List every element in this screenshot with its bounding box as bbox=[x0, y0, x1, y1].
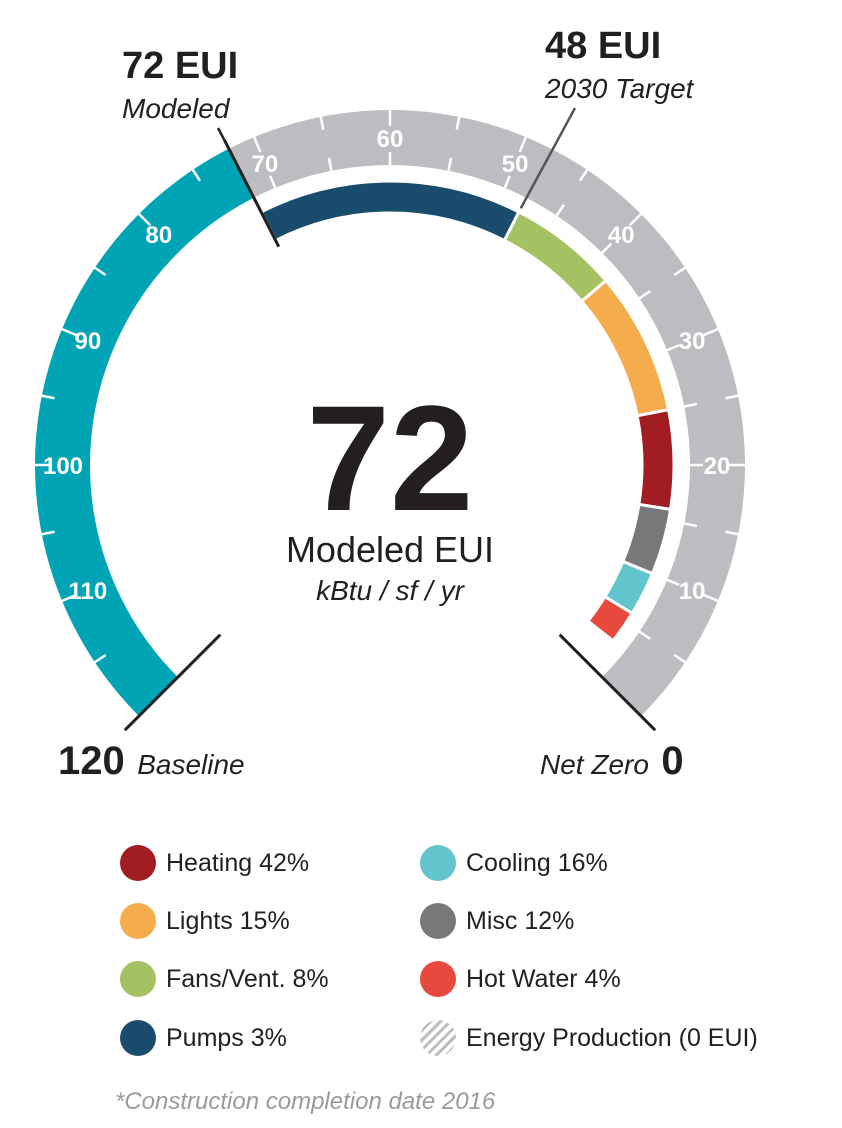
tick-label-50: 50 bbox=[502, 151, 529, 178]
tick-80 bbox=[138, 213, 152, 227]
gauge-arcs bbox=[34, 110, 745, 717]
modeled-callout-value: 72 EUI bbox=[122, 45, 238, 87]
legend-label-heating: Heating 42% bbox=[166, 848, 310, 877]
legend-item-misc: Misc 12% bbox=[420, 901, 574, 941]
legend-label-misc: Misc 12% bbox=[466, 906, 575, 935]
inner-tick-70 bbox=[269, 175, 277, 189]
legend-label-cooling: Cooling 16% bbox=[466, 848, 608, 877]
tick-label-70: 70 bbox=[252, 151, 279, 178]
netzero-label: Net Zero 0 bbox=[540, 739, 684, 783]
target-marker-line bbox=[519, 107, 577, 209]
target-callout-label: 2030 Target bbox=[544, 73, 695, 104]
inner-tick-35 bbox=[638, 290, 651, 300]
tick-40 bbox=[628, 213, 642, 227]
inner-tick-25 bbox=[683, 402, 698, 408]
modeled-callout-label: Modeled bbox=[122, 93, 231, 124]
legend-swatch-heating bbox=[120, 845, 156, 881]
center-label: Modeled EUI bbox=[286, 529, 494, 570]
tick-115 bbox=[94, 653, 107, 664]
inner-tick-50 bbox=[503, 175, 511, 189]
legend-item-fans-vent: Fans/Vent. 8% bbox=[120, 959, 329, 999]
tick-label-110: 110 bbox=[69, 578, 108, 605]
gauge-ticks bbox=[35, 110, 745, 664]
inner-segment-heating bbox=[635, 407, 676, 512]
inner-tick-45 bbox=[555, 204, 565, 217]
tick-85 bbox=[94, 266, 107, 277]
legend-swatch-energy-production bbox=[420, 1020, 456, 1056]
legend-label-energy-production: Energy Production (0 EUI) bbox=[466, 1023, 758, 1052]
legend-swatch-pumps bbox=[120, 1020, 156, 1056]
tick-45 bbox=[578, 169, 589, 182]
tick-15 bbox=[725, 530, 739, 536]
tick-label-80: 80 bbox=[145, 222, 172, 249]
legend-label-fans-vent: Fans/Vent. 8% bbox=[166, 964, 329, 993]
target-callout-value: 48 EUI bbox=[545, 25, 661, 67]
baseline-text: Baseline bbox=[137, 749, 244, 780]
inner-tick-5 bbox=[638, 630, 651, 640]
netzero-marker-line bbox=[558, 633, 657, 732]
legend-label-lights: Lights 15% bbox=[166, 906, 290, 935]
inner-tick-40 bbox=[601, 242, 613, 254]
inner-segment-hot-water bbox=[585, 594, 635, 643]
netzero-text: Net Zero bbox=[540, 749, 649, 780]
inner-tick-55 bbox=[447, 157, 453, 172]
baseline-label: 120 Baseline bbox=[58, 739, 245, 783]
inner-tick-65 bbox=[327, 157, 333, 172]
tick-10 bbox=[702, 593, 719, 603]
tick-25 bbox=[725, 394, 739, 400]
legend-label-pumps: Pumps 3% bbox=[166, 1023, 287, 1052]
legend-item-pumps: Pumps 3% bbox=[120, 1018, 287, 1058]
tick-50 bbox=[518, 136, 528, 153]
tick-30 bbox=[702, 327, 719, 337]
netzero-value: 0 bbox=[661, 739, 683, 783]
tick-label-30: 30 bbox=[679, 328, 706, 355]
legend-swatch-fans-vent bbox=[120, 961, 156, 997]
gauge-markers bbox=[123, 107, 657, 732]
outer-arc-remaining bbox=[192, 110, 745, 717]
tick-110 bbox=[61, 593, 78, 603]
legend-item-heating: Heating 42% bbox=[120, 843, 309, 883]
legend-swatch-cooling bbox=[420, 845, 456, 881]
inner-segment-pumps bbox=[259, 179, 521, 243]
tick-55 bbox=[455, 116, 461, 130]
tick-90 bbox=[61, 327, 78, 337]
tick-75 bbox=[191, 169, 202, 182]
legend-item-energy-production: Energy Production (0 EUI) bbox=[420, 1018, 758, 1058]
legend-item-cooling: Cooling 16% bbox=[420, 843, 608, 883]
center-units: kBtu / sf / yr bbox=[316, 575, 465, 606]
tick-95 bbox=[41, 394, 55, 400]
tick-65 bbox=[319, 116, 325, 130]
legend-label-hot-water: Hot Water 4% bbox=[466, 964, 621, 993]
gauge-tick-labels: 10 20 30 40 50 60 70 80 90 100 110 bbox=[43, 126, 730, 605]
legend-item-lights: Lights 15% bbox=[120, 901, 290, 941]
baseline-value: 120 bbox=[58, 739, 125, 783]
legend-item-hot-water: Hot Water 4% bbox=[420, 959, 621, 999]
legend-swatch-hot-water bbox=[420, 961, 456, 997]
inner-tick-15 bbox=[683, 522, 698, 528]
tick-label-40: 40 bbox=[608, 222, 635, 249]
tick-label-60: 60 bbox=[377, 126, 404, 153]
outer-arc-baseline-reduction bbox=[34, 148, 254, 717]
footnote: *Construction completion date 2016 bbox=[115, 1088, 496, 1115]
inner-tick-10 bbox=[666, 578, 680, 586]
baseline-marker-line bbox=[123, 633, 222, 732]
legend-swatch-misc bbox=[420, 903, 456, 939]
tick-label-10: 10 bbox=[679, 578, 706, 605]
tick-35 bbox=[673, 266, 686, 277]
modeled-marker-line bbox=[222, 139, 281, 248]
tick-label-90: 90 bbox=[75, 328, 102, 355]
tick-label-100: 100 bbox=[43, 453, 83, 480]
modeled-leader-line bbox=[216, 127, 226, 141]
legend-swatch-lights bbox=[120, 903, 156, 939]
tick-105 bbox=[41, 530, 55, 536]
tick-5 bbox=[673, 653, 686, 664]
tick-label-20: 20 bbox=[704, 453, 731, 480]
center-value: 72 bbox=[307, 374, 474, 542]
tick-70 bbox=[252, 136, 262, 153]
inner-tick-30 bbox=[666, 344, 680, 352]
